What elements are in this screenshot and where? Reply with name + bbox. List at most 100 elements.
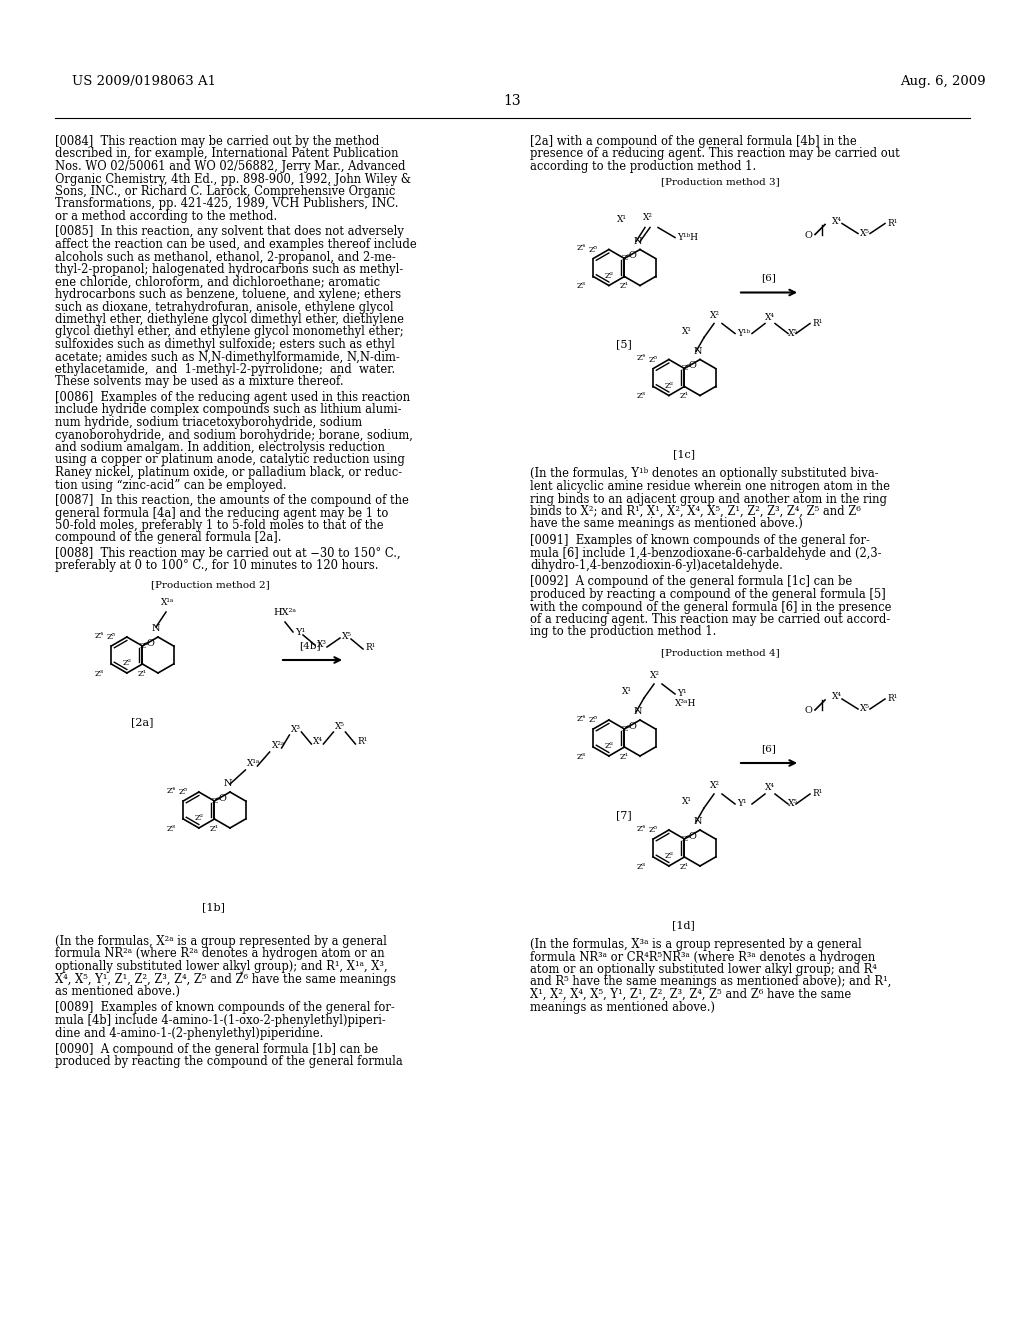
Text: Z³: Z³ — [577, 282, 586, 290]
Text: X¹: X¹ — [682, 326, 692, 335]
Text: Z³: Z³ — [637, 392, 646, 400]
Text: optionally substituted lower alkyl group); and R¹, X¹ᵃ, X³,: optionally substituted lower alkyl group… — [55, 960, 388, 973]
Text: Z⁶: Z⁶ — [622, 725, 631, 733]
Text: Y¹: Y¹ — [737, 799, 746, 808]
Text: [0088]  This reaction may be carried out at −30 to 150° C.,: [0088] This reaction may be carried out … — [55, 546, 400, 560]
Text: ing to the production method 1.: ing to the production method 1. — [530, 626, 717, 639]
Text: Z¹: Z¹ — [210, 825, 219, 833]
Text: Z⁵: Z⁵ — [648, 355, 657, 363]
Text: Z⁴: Z⁴ — [637, 825, 646, 833]
Text: X³ᵃH: X³ᵃH — [675, 700, 696, 708]
Text: [0084]  This reaction may be carried out by the method: [0084] This reaction may be carried out … — [55, 135, 379, 148]
Text: X²: X² — [650, 671, 660, 680]
Text: [0086]  Examples of the reducing agent used in this reaction: [0086] Examples of the reducing agent us… — [55, 391, 411, 404]
Text: Z⁶: Z⁶ — [140, 642, 150, 649]
Text: X⁵: X⁵ — [860, 228, 870, 238]
Text: have the same meanings as mentioned above.): have the same meanings as mentioned abov… — [530, 517, 803, 531]
Text: N: N — [152, 624, 160, 634]
Text: sulfoxides such as dimethyl sulfoxide; esters such as ethyl: sulfoxides such as dimethyl sulfoxide; e… — [55, 338, 395, 351]
Text: produced by reacting a compound of the general formula [5]: produced by reacting a compound of the g… — [530, 587, 886, 601]
Text: R¹: R¹ — [887, 219, 897, 227]
Text: Z¹: Z¹ — [620, 282, 629, 290]
Text: include hydride complex compounds such as lithium alumi-: include hydride complex compounds such a… — [55, 404, 401, 417]
Text: Z⁵: Z⁵ — [648, 826, 657, 834]
Text: [1d]: [1d] — [673, 920, 695, 931]
Text: Z⁵: Z⁵ — [106, 634, 116, 642]
Text: R¹: R¹ — [812, 789, 822, 799]
Text: Z²: Z² — [195, 814, 204, 822]
Text: [7]: [7] — [615, 810, 632, 820]
Text: Z³: Z³ — [94, 671, 103, 678]
Text: atom or an optionally substituted lower alkyl group; and R⁴: atom or an optionally substituted lower … — [530, 964, 877, 975]
Text: These solvents may be used as a mixture thereof.: These solvents may be used as a mixture … — [55, 375, 344, 388]
Text: O: O — [804, 706, 812, 715]
Text: R¹: R¹ — [357, 737, 368, 746]
Text: X⁴: X⁴ — [831, 692, 842, 701]
Text: 50-fold moles, preferably 1 to 5-fold moles to that of the: 50-fold moles, preferably 1 to 5-fold mo… — [55, 519, 384, 532]
Text: Z⁶: Z⁶ — [622, 255, 631, 263]
Text: Z⁶: Z⁶ — [682, 364, 691, 372]
Text: preferably at 0 to 100° C., for 10 minutes to 120 hours.: preferably at 0 to 100° C., for 10 minut… — [55, 560, 379, 573]
Text: Z⁴: Z⁴ — [637, 355, 646, 363]
Text: US 2009/0198063 A1: US 2009/0198063 A1 — [72, 75, 216, 88]
Text: [2a]: [2a] — [130, 717, 153, 727]
Text: Z⁵: Z⁵ — [589, 715, 597, 723]
Text: thyl-2-propanol; halogenated hydrocarbons such as methyl-: thyl-2-propanol; halogenated hydrocarbon… — [55, 263, 403, 276]
Text: X¹: X¹ — [622, 686, 632, 696]
Text: X⁵: X⁵ — [788, 799, 798, 808]
Text: (In the formulas, X³ᵃ is a group represented by a general: (In the formulas, X³ᵃ is a group represe… — [530, 939, 862, 950]
Text: [6]: [6] — [762, 744, 776, 752]
Text: such as dioxane, tetrahydrofuran, anisole, ethylene glycol: such as dioxane, tetrahydrofuran, anisol… — [55, 301, 393, 314]
Text: Z²: Z² — [665, 851, 674, 861]
Text: [6]: [6] — [762, 273, 776, 282]
Text: mula [4b] include 4-amino-1-(1-oxo-2-phenylethyl)piperi-: mula [4b] include 4-amino-1-(1-oxo-2-phe… — [55, 1014, 386, 1027]
Text: O: O — [804, 231, 812, 239]
Text: X⁵: X⁵ — [860, 704, 870, 713]
Text: X⁴: X⁴ — [831, 216, 842, 226]
Text: produced by reacting the compound of the general formula: produced by reacting the compound of the… — [55, 1056, 402, 1068]
Text: mula [6] include 1,4-benzodioxane-6-carbaldehyde and (2,3-: mula [6] include 1,4-benzodioxane-6-carb… — [530, 546, 882, 560]
Text: [0090]  A compound of the general formula [1b] can be: [0090] A compound of the general formula… — [55, 1043, 378, 1056]
Text: Y¹: Y¹ — [677, 689, 686, 698]
Text: [0092]  A compound of the general formula [1c] can be: [0092] A compound of the general formula… — [530, 576, 852, 589]
Text: affect the reaction can be used, and examples thereof include: affect the reaction can be used, and exa… — [55, 238, 417, 251]
Text: X¹ᵃ: X¹ᵃ — [162, 598, 175, 607]
Text: X⁴, X⁵, Y¹, Z¹, Z², Z³, Z⁴, Z⁵ and Z⁶ have the same meanings: X⁴, X⁵, Y¹, Z¹, Z², Z³, Z⁴, Z⁵ and Z⁶ ha… — [55, 973, 396, 986]
Text: dihydro-1,4-benzodioxin-6-yl)acetaldehyde.: dihydro-1,4-benzodioxin-6-yl)acetaldehyd… — [530, 558, 783, 572]
Text: (In the formulas, Y¹ᵇ denotes an optionally substituted biva-: (In the formulas, Y¹ᵇ denotes an optiona… — [530, 467, 879, 480]
Text: Z²: Z² — [122, 659, 131, 667]
Text: Z²: Z² — [604, 742, 613, 750]
Text: O: O — [688, 362, 696, 371]
Text: alcohols such as methanol, ethanol, 2-propanol, and 2-me-: alcohols such as methanol, ethanol, 2-pr… — [55, 251, 395, 264]
Text: formula NR²ᵃ (where R²ᵃ denotes a hydrogen atom or an: formula NR²ᵃ (where R²ᵃ denotes a hydrog… — [55, 948, 385, 961]
Text: 13: 13 — [503, 94, 521, 108]
Text: N: N — [634, 708, 642, 715]
Text: X¹ᵃ: X¹ᵃ — [248, 759, 261, 768]
Text: [Production method 2]: [Production method 2] — [151, 579, 269, 589]
Text: Z²: Z² — [604, 272, 613, 280]
Text: or a method according to the method.: or a method according to the method. — [55, 210, 278, 223]
Text: Raney nickel, platinum oxide, or palladium black, or reduc-: Raney nickel, platinum oxide, or palladi… — [55, 466, 402, 479]
Text: presence of a reducing agent. This reaction may be carried out: presence of a reducing agent. This react… — [530, 148, 900, 161]
Text: X⁴: X⁴ — [313, 737, 324, 746]
Text: X²ᵃ: X²ᵃ — [271, 741, 285, 750]
Text: Z⁶: Z⁶ — [212, 797, 221, 805]
Text: Z⁴: Z⁴ — [577, 715, 586, 723]
Text: O: O — [218, 795, 226, 803]
Text: X⁵: X⁵ — [336, 722, 345, 731]
Text: ring binds to an adjacent group and another atom in the ring: ring binds to an adjacent group and anot… — [530, 492, 887, 506]
Text: num hydride, sodium triacetoxyborohydride, sodium: num hydride, sodium triacetoxyborohydrid… — [55, 416, 362, 429]
Text: glycol diethyl ether, and ethylene glycol monomethyl ether;: glycol diethyl ether, and ethylene glyco… — [55, 326, 403, 338]
Text: (In the formulas, X²ᵃ is a group represented by a general: (In the formulas, X²ᵃ is a group represe… — [55, 935, 387, 948]
Text: [2a] with a compound of the general formula [4b] in the: [2a] with a compound of the general form… — [530, 135, 857, 148]
Text: lent alicyclic amine residue wherein one nitrogen atom in the: lent alicyclic amine residue wherein one… — [530, 480, 890, 492]
Text: X⁴: X⁴ — [765, 313, 775, 322]
Text: formula NR³ᵃ or CR⁴R⁵NR³ᵃ (where R³ᵃ denotes a hydrogen: formula NR³ᵃ or CR⁴R⁵NR³ᵃ (where R³ᵃ den… — [530, 950, 876, 964]
Text: hydrocarbons such as benzene, toluene, and xylene; ethers: hydrocarbons such as benzene, toluene, a… — [55, 288, 401, 301]
Text: [Production method 3]: [Production method 3] — [660, 177, 779, 186]
Text: X¹: X¹ — [682, 797, 692, 807]
Text: binds to X²; and R¹, X¹, X², X⁴, X⁵, Z¹, Z², Z³, Z⁴, Z⁵ and Z⁶: binds to X²; and R¹, X¹, X², X⁴, X⁵, Z¹,… — [530, 506, 861, 517]
Text: tion using “zinc-acid” can be employed.: tion using “zinc-acid” can be employed. — [55, 479, 287, 491]
Text: [0089]  Examples of known compounds of the general for-: [0089] Examples of known compounds of th… — [55, 1002, 394, 1015]
Text: Sons, INC., or Richard C. Larock, Comprehensive Organic: Sons, INC., or Richard C. Larock, Compre… — [55, 185, 395, 198]
